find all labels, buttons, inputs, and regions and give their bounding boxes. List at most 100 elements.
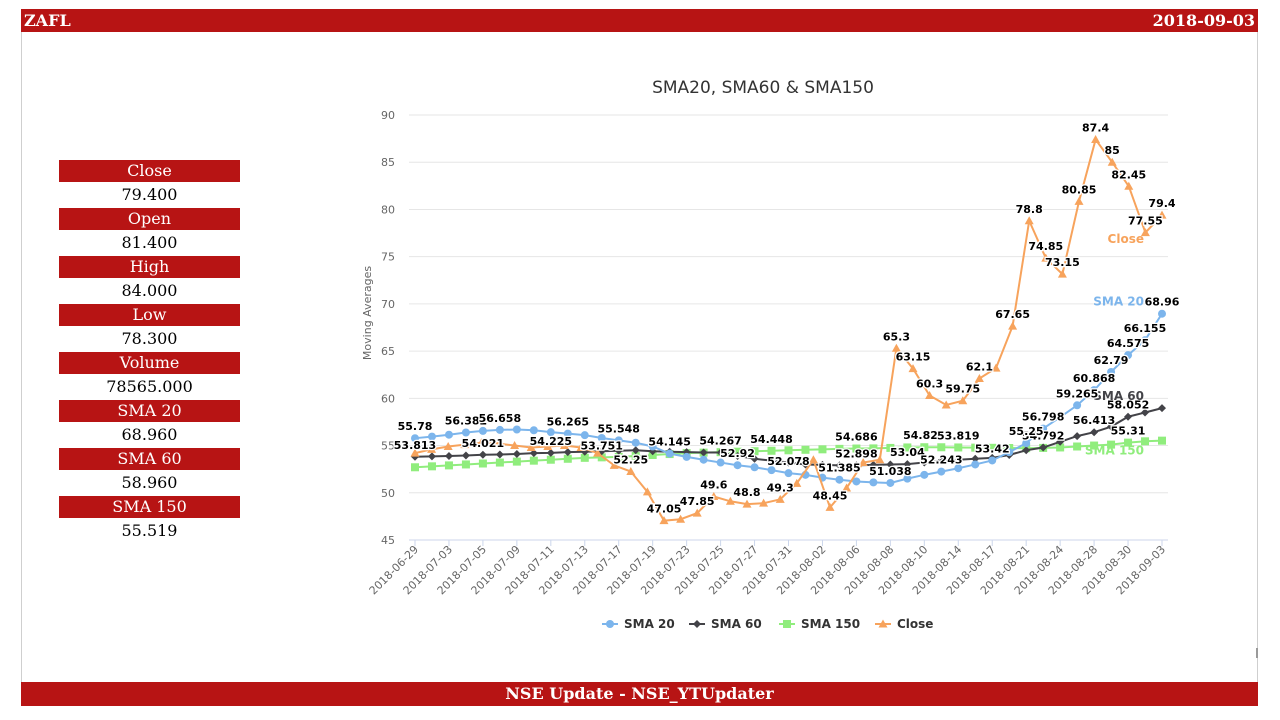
data-point [852, 444, 861, 453]
data-point [526, 442, 536, 451]
data-point [1124, 438, 1133, 447]
data-point [1141, 408, 1150, 417]
data-label: 54.448 [750, 433, 792, 446]
data-point [801, 460, 810, 469]
y-tick-label: 60 [381, 392, 395, 405]
data-point [1107, 422, 1116, 431]
data-point [869, 444, 878, 453]
legend-item-sma20[interactable]: SMA 20 [602, 617, 675, 631]
data-point [543, 442, 553, 450]
data-point [1090, 428, 1099, 437]
data-point [699, 448, 708, 457]
legend-item-sma60[interactable]: SMA 60 [689, 617, 762, 631]
stat-label-low: Low [59, 304, 240, 326]
data-label: 56.658 [479, 412, 521, 425]
data-point [759, 498, 769, 507]
data-point [920, 458, 929, 467]
data-point [443, 442, 453, 450]
data-point [903, 443, 912, 452]
data-point [461, 428, 470, 437]
data-point [716, 458, 725, 467]
data-label: 52.92 [720, 447, 755, 460]
data-label: 85 [1105, 144, 1120, 157]
data-point [974, 374, 984, 382]
data-label: 63.15 [896, 351, 931, 364]
data-point [699, 455, 708, 464]
data-point [733, 461, 742, 470]
y-axis: 45 50 55 60 65 70 75 80 85 90 [381, 109, 395, 547]
data-point [512, 457, 521, 466]
data-point [563, 448, 572, 457]
data-point [941, 400, 951, 409]
data-point [750, 454, 759, 463]
data-label: 54.267 [699, 434, 741, 447]
legend-item-close[interactable]: Close [875, 617, 933, 631]
data-point [852, 461, 861, 470]
legend-item-sma150[interactable]: SMA 150 [779, 617, 860, 631]
data-point [937, 443, 946, 452]
data-point [546, 448, 555, 457]
data-label: 53.751 [581, 439, 623, 452]
y-tick-label: 90 [381, 109, 395, 122]
data-point [971, 460, 980, 469]
stat-value-close: 79.400 [121, 185, 178, 204]
data-point [546, 455, 555, 464]
stat-label-sma20: SMA 20 [59, 400, 240, 422]
data-point [886, 460, 895, 469]
data-point [875, 455, 885, 464]
data-label: 52.078 [767, 455, 809, 468]
data-label: 56.265 [547, 416, 589, 429]
data-point [1041, 253, 1051, 262]
data-point [626, 467, 636, 476]
data-point [1107, 440, 1116, 449]
data-label: 74.85 [1028, 240, 1063, 253]
data-label: 54.792 [1022, 430, 1064, 443]
data-point [1141, 336, 1150, 345]
chart-legend[interactable]: SMA 20 SMA 60 SMA 150 Close [602, 617, 933, 631]
data-point [784, 446, 793, 455]
data-point [835, 444, 844, 453]
data-point [1140, 228, 1150, 237]
data-point [682, 452, 691, 461]
series-line [414, 137, 1163, 522]
stat-label-close: Close [59, 160, 240, 182]
data-point [852, 477, 861, 486]
data-point [835, 475, 844, 484]
scrollbar-handle[interactable] [1256, 648, 1258, 658]
data-point [818, 445, 827, 454]
series-close [410, 135, 1167, 525]
series-end-label: SMA 20 [1093, 295, 1144, 309]
data-point [750, 447, 759, 456]
stat-value-volume: 78565.000 [106, 377, 193, 396]
data-point [1090, 441, 1099, 450]
data-point [920, 443, 929, 452]
data-point [920, 470, 929, 479]
data-point [1073, 442, 1082, 451]
y-axis-label: Moving Averages [361, 266, 374, 360]
data-label: 47.05 [647, 503, 682, 516]
data-label: 78.8 [1016, 203, 1043, 216]
stat-label-high: High [59, 256, 240, 278]
data-point [1008, 321, 1018, 330]
data-point [444, 461, 453, 470]
data-label: 77.55 [1128, 215, 1163, 228]
data-label: 65.3 [883, 330, 910, 343]
data-point [410, 448, 420, 457]
data-label: 56.413 [1073, 414, 1115, 427]
data-label: 59.265 [1056, 387, 1098, 400]
data-point [1124, 181, 1134, 190]
data-point [411, 434, 419, 443]
data-label: 79.4 [1148, 197, 1175, 210]
data-point [512, 425, 521, 434]
data-point [903, 460, 912, 469]
data-label: 49.6 [700, 479, 727, 492]
series-end-label: Close [1108, 232, 1144, 246]
data-point [659, 516, 669, 525]
data-point [1056, 437, 1065, 446]
data-point [606, 620, 614, 628]
data-point [767, 466, 776, 475]
data-point [858, 458, 868, 467]
data-point [1141, 437, 1150, 446]
data-point [427, 452, 436, 461]
data-point [733, 447, 742, 456]
